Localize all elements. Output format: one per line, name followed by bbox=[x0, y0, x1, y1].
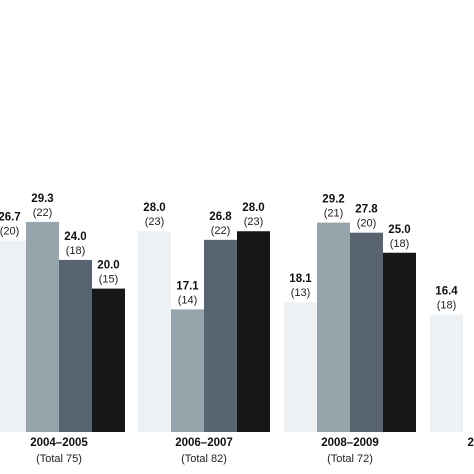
data-labels-layer: 26.7 (20) 29.3 (22) 24.0 (18) 20.0 (15) 28.0 (23)… bbox=[0, 193, 458, 311]
category-label-3: 2010–2011 bbox=[468, 437, 474, 449]
count-label-2-3: (18) bbox=[390, 238, 410, 250]
count-label-1-2: (22) bbox=[211, 225, 231, 237]
category-label-2: 2008–2009 bbox=[321, 437, 379, 449]
category-label-0: 2004–2005 bbox=[30, 437, 88, 449]
bar-0-3 bbox=[92, 288, 125, 432]
count-label-2-0: (13) bbox=[291, 287, 311, 299]
count-label-0-1: (22) bbox=[33, 207, 53, 219]
value-label-1-2: 26.8 bbox=[209, 211, 232, 223]
category-total-0: (Total 75) bbox=[36, 453, 82, 465]
bar-2-3 bbox=[383, 252, 416, 432]
bar-1-3 bbox=[237, 231, 270, 432]
value-label-1-1: 17.1 bbox=[176, 280, 199, 292]
count-label-1-0: (23) bbox=[145, 216, 165, 228]
value-label-0-0: 26.7 bbox=[0, 212, 21, 224]
value-label-3-0: 16.4 bbox=[435, 285, 458, 297]
x-axis: 2004–2005 (Total 75) 2006–2007 (Total 82) 20… bbox=[30, 437, 474, 465]
count-label-0-0: (20) bbox=[0, 226, 19, 238]
bar-2-1 bbox=[317, 222, 350, 432]
bar-0-0 bbox=[0, 240, 26, 432]
value-label-0-1: 29.3 bbox=[31, 193, 53, 205]
bar-2-0 bbox=[284, 302, 317, 432]
category-total-2: (Total 72) bbox=[327, 453, 373, 465]
count-label-0-3: (15) bbox=[99, 274, 119, 286]
bars-layer bbox=[0, 221, 463, 432]
bar-1-2 bbox=[204, 239, 237, 432]
bar-1-1 bbox=[171, 309, 204, 432]
bar-0-1 bbox=[26, 221, 59, 432]
count-label-2-2: (20) bbox=[357, 218, 377, 230]
bar-0-2 bbox=[59, 259, 92, 432]
value-label-0-2: 24.0 bbox=[64, 231, 86, 243]
category-total-1: (Total 82) bbox=[181, 453, 227, 465]
value-label-1-3: 28.0 bbox=[242, 202, 264, 214]
count-label-1-3: (23) bbox=[244, 216, 264, 228]
bar-2-2 bbox=[350, 232, 383, 432]
value-label-1-0: 28.0 bbox=[143, 202, 165, 214]
category-label-1: 2006–2007 bbox=[175, 437, 233, 449]
count-label-2-1: (21) bbox=[324, 208, 344, 220]
value-label-0-3: 20.0 bbox=[97, 260, 119, 272]
bar-1-0 bbox=[138, 231, 171, 432]
value-label-2-1: 29.2 bbox=[322, 194, 344, 206]
value-label-2-0: 18.1 bbox=[289, 273, 312, 285]
value-label-2-3: 25.0 bbox=[388, 224, 410, 236]
value-label-2-2: 27.8 bbox=[355, 204, 378, 216]
count-label-1-1: (14) bbox=[178, 294, 198, 306]
count-label-3-0: (18) bbox=[437, 299, 457, 311]
count-label-0-2: (18) bbox=[66, 245, 86, 257]
bar-3-0 bbox=[430, 314, 463, 432]
